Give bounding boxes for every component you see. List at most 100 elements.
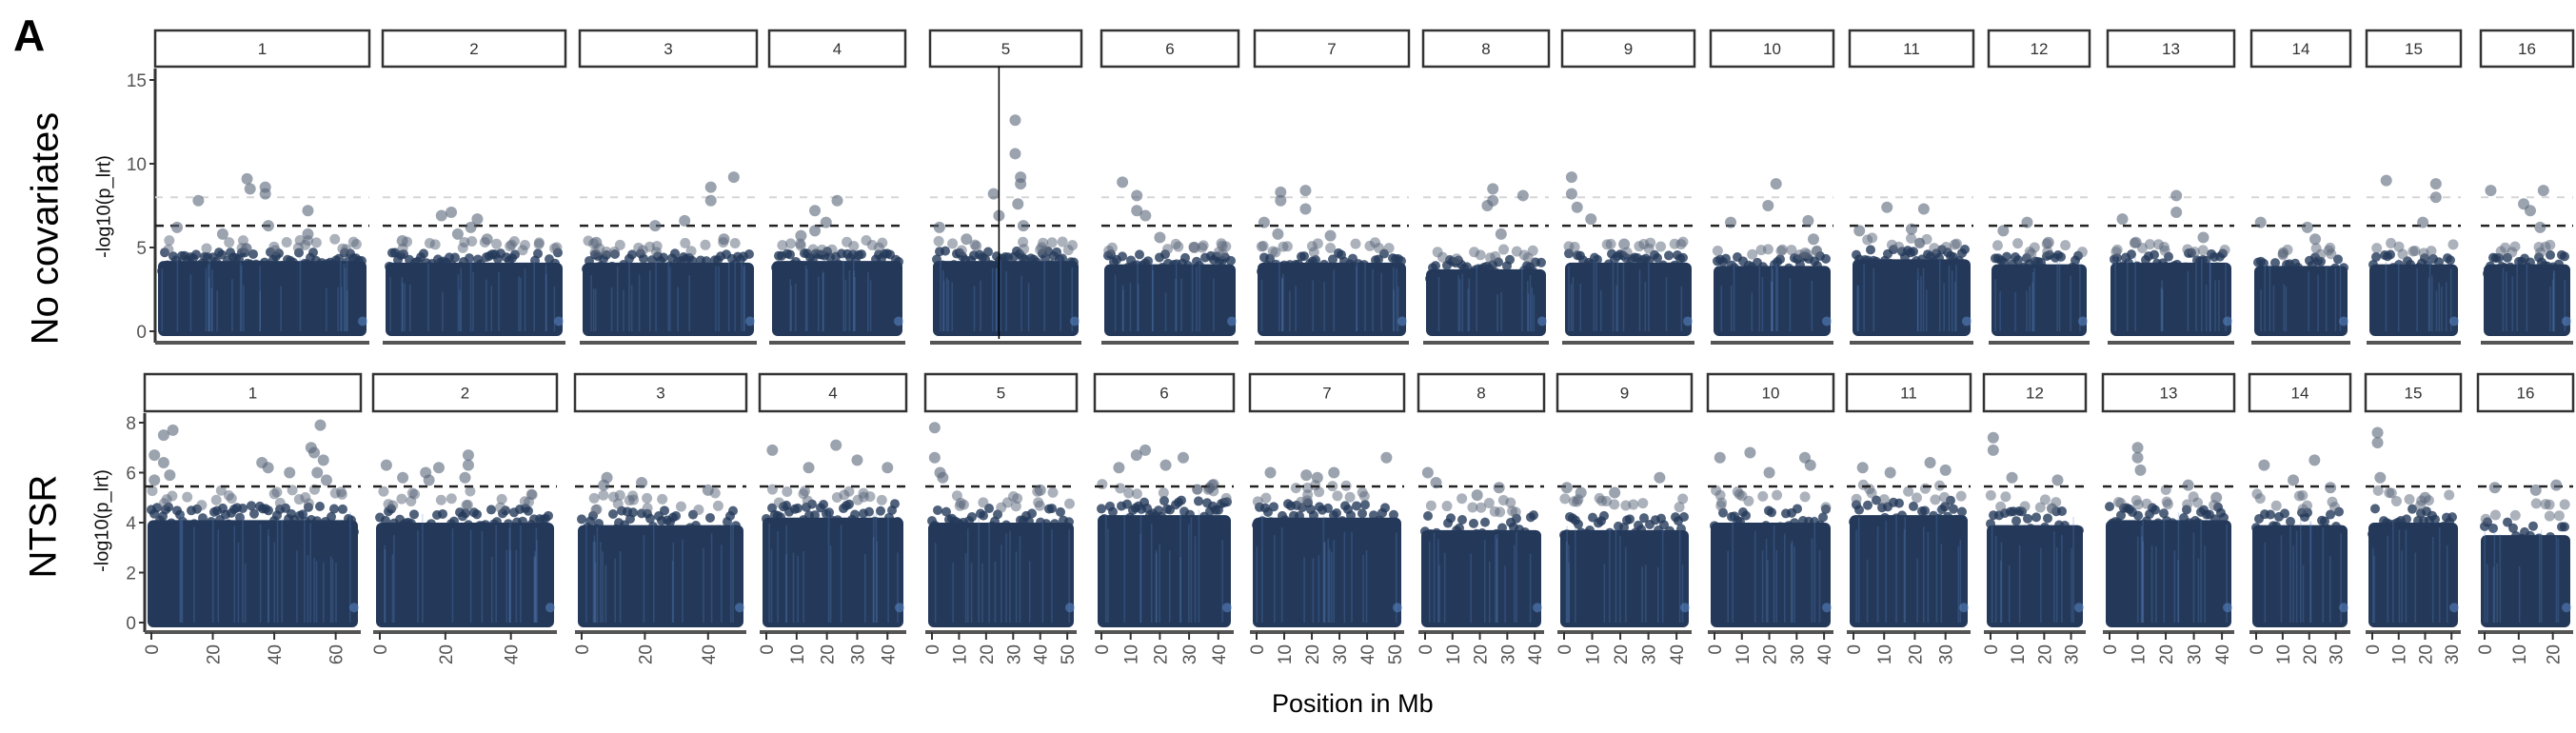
x-tick-label: 10 <box>1444 644 1464 664</box>
snp-point <box>1047 486 1059 498</box>
snp-point <box>2159 245 2170 256</box>
snp-point <box>951 490 962 502</box>
snp-point <box>1574 519 1583 529</box>
facet-strip-label: 9 <box>1620 385 1629 403</box>
peak-snp-point <box>432 462 445 474</box>
chromosome-panel-3: 3 0 20 40 <box>573 372 748 664</box>
snp-point <box>633 263 643 273</box>
snp-point <box>1533 603 1542 613</box>
snp-point <box>1681 266 1691 276</box>
snp-point <box>1599 510 1609 521</box>
facet-strip <box>2101 372 2236 413</box>
snp-point <box>1257 267 1266 277</box>
snp-point <box>691 521 701 531</box>
peak-snp-point <box>259 188 271 200</box>
snp-point <box>1799 491 1811 503</box>
snp-point <box>1866 245 1875 255</box>
snp-point <box>2223 316 2232 327</box>
snp-point <box>1854 505 1864 515</box>
peak-snp-point <box>2170 207 2183 219</box>
x-tick-label: 20 <box>978 644 998 664</box>
snp-point <box>785 249 795 260</box>
snp-point <box>1715 530 1725 541</box>
snp-point <box>1312 526 1321 537</box>
peak-snp-point <box>1275 186 1287 198</box>
snp-point <box>2271 521 2281 531</box>
snp-bulk <box>2110 262 2231 336</box>
snp-bulk <box>158 261 367 336</box>
facet-strip-label: 1 <box>258 40 267 58</box>
facet-strip-label: 6 <box>1165 40 1174 58</box>
snp-point <box>2176 529 2186 540</box>
snp-point <box>2314 525 2324 535</box>
snp-point <box>2029 534 2038 545</box>
x-tick-label: 0 <box>923 644 943 655</box>
peak-snp-point <box>244 183 256 195</box>
snp-bulk <box>1991 264 2087 336</box>
snp-point <box>407 265 417 275</box>
snp-point <box>894 256 903 267</box>
snp-point <box>2003 526 2012 537</box>
snp-point <box>1710 521 1719 531</box>
snp-point <box>2011 516 2021 526</box>
snp-point <box>1185 509 1195 520</box>
peak-snp-point <box>1495 228 1507 240</box>
snp-point <box>1027 508 1037 519</box>
peak-snp-point <box>1609 486 1621 499</box>
snp-point <box>608 491 620 503</box>
snp-point <box>217 249 227 260</box>
snp-point <box>941 246 950 256</box>
snp-point <box>201 243 212 254</box>
snp-point <box>2404 494 2415 505</box>
peak-snp-point <box>1015 171 1027 184</box>
snp-bulk <box>148 520 358 627</box>
snp-point <box>1498 244 1510 255</box>
peak-snp-point <box>157 457 169 468</box>
x-tick-label: 0 <box>1417 644 1437 655</box>
snp-point <box>429 239 441 250</box>
snp-point <box>2430 514 2440 525</box>
snp-point <box>2127 249 2136 260</box>
snp-point <box>409 509 419 520</box>
chromosome-panel-10: 10 0 10 20 30 40 <box>1706 372 1835 664</box>
snp-point <box>2189 247 2200 258</box>
chromosome-panel-5: 50 10 20 30 40 50 <box>923 372 1079 664</box>
snp-point <box>1857 479 1869 490</box>
snp-point <box>2162 499 2173 510</box>
snp-point <box>1712 245 1723 256</box>
chromosome-panel-16: 16 0 10 20 <box>2476 372 2575 664</box>
snp-point <box>2488 523 2498 533</box>
snp-point <box>174 259 184 269</box>
peak-snp-point <box>380 459 392 471</box>
peak-snp-point <box>1206 479 1219 491</box>
snp-point <box>1281 241 1293 252</box>
peak-snp-point <box>1856 462 1869 474</box>
peak-snp-point <box>1311 471 1323 484</box>
snp-point <box>268 241 280 252</box>
peak-snp-point <box>423 474 435 486</box>
snp-point <box>347 515 356 525</box>
snp-point <box>1532 530 1541 541</box>
peak-snp-point <box>2488 482 2501 494</box>
snp-point <box>1637 498 1649 509</box>
snp-point <box>1491 267 1500 278</box>
snp-point <box>294 235 306 247</box>
snp-point <box>1053 524 1062 534</box>
peak-snp-point <box>1571 201 1583 213</box>
peak-snp-point <box>2116 213 2129 226</box>
snp-point <box>452 524 462 534</box>
snp-point <box>2060 520 2070 530</box>
snp-point <box>2113 497 2125 508</box>
snp-point <box>2372 485 2384 496</box>
peak-snp-point <box>1618 238 1631 250</box>
chromosome-panel-1: 1 <box>153 29 371 345</box>
peak-snp-point <box>2170 189 2183 202</box>
snp-point <box>1767 507 1776 518</box>
snp-point <box>2270 500 2282 511</box>
snp-point <box>1260 492 1272 504</box>
x-tick-label: 30 <box>2186 644 2206 664</box>
facet-strip-label: 14 <box>2291 385 2309 403</box>
peak-snp-point <box>2485 185 2497 197</box>
snp-point <box>189 519 199 529</box>
facet-strip <box>1709 29 1835 69</box>
